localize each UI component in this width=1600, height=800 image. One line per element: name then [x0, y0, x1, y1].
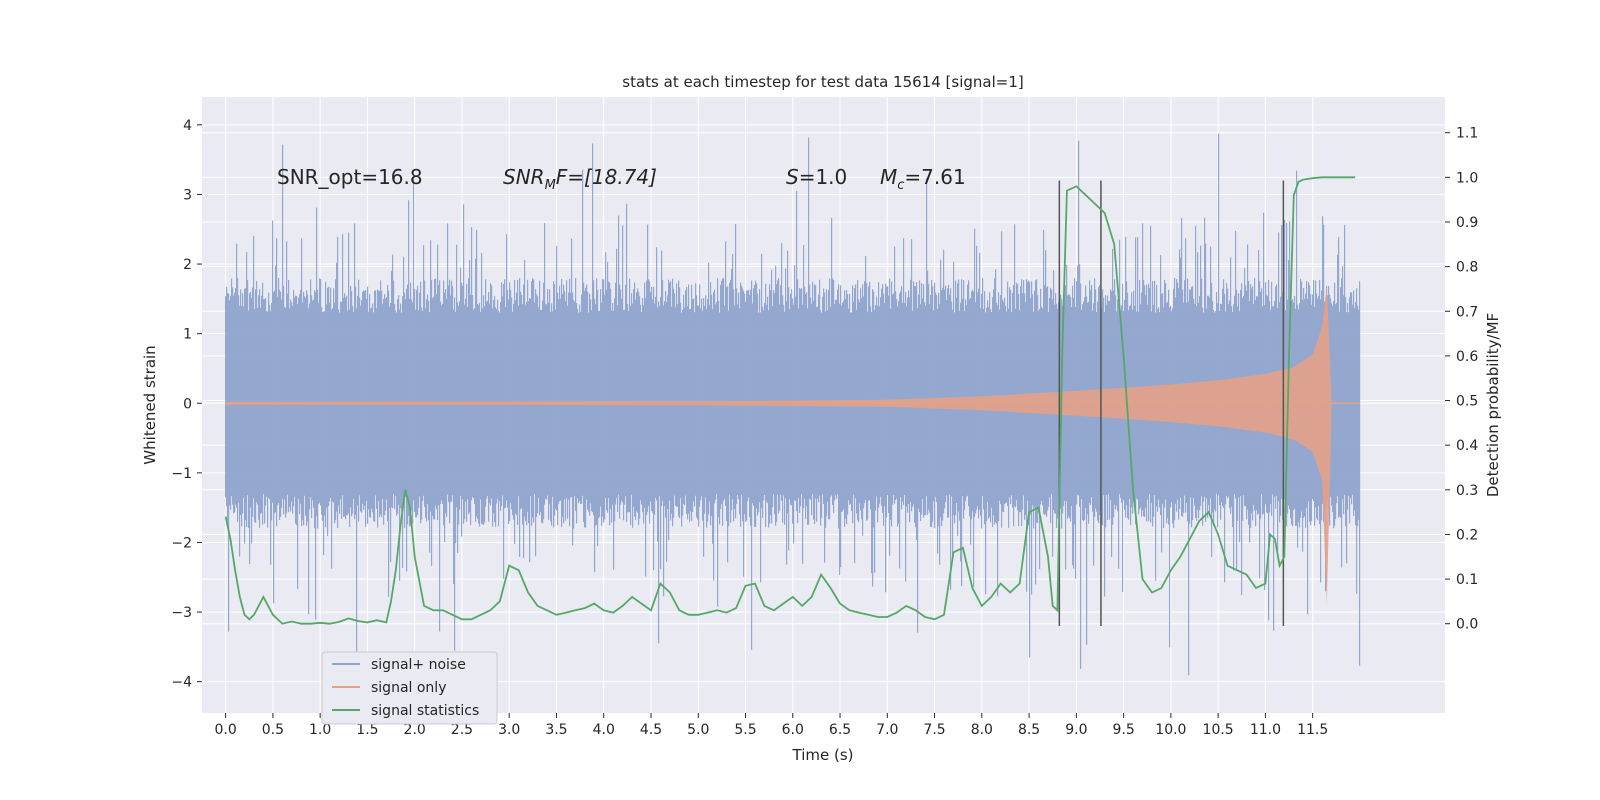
legend-label-signal: signal only	[371, 680, 446, 696]
y2-tick-label-10: 1.0	[1456, 170, 1478, 186]
y-tick-label-7: 3	[183, 187, 192, 203]
x-tick-label-12: 6.0	[782, 722, 804, 738]
legend-box	[321, 651, 498, 725]
annotation-mc-main: M	[880, 165, 897, 189]
annotation-mc-sub: c	[897, 178, 904, 193]
y2-tick-label-1: 0.1	[1456, 572, 1478, 588]
y-tick-label-4: 0	[183, 396, 192, 412]
x-tick-label-10: 5.0	[687, 722, 709, 738]
x-tick-label-13: 6.5	[829, 722, 851, 738]
annotation-mc-tail: =7.61	[904, 165, 965, 189]
x-tick-label-22: 11.0	[1250, 722, 1281, 738]
y2-tick-label-11: 1.1	[1456, 126, 1478, 142]
x-tick-label-11: 5.5	[734, 722, 756, 738]
y-axis-ticks: −4 −3 −2 −1 0 1 2 3 4	[171, 118, 202, 691]
y-tick-label-3: −1	[171, 466, 192, 482]
chart-title: stats at each timestep for test data 156…	[622, 73, 1023, 91]
y-tick-label-2: −2	[171, 535, 192, 551]
annotation-mc: Mc=7.61	[880, 165, 966, 193]
y-tick-label-8: 4	[183, 118, 192, 134]
y2-tick-label-5: 0.5	[1456, 394, 1478, 410]
x-tick-label-6: 3.0	[498, 722, 520, 738]
y2-tick-label-3: 0.3	[1456, 483, 1478, 499]
annotation-s-main: S	[786, 165, 799, 189]
annotation-s-tail: =1.0	[799, 165, 848, 189]
y-tick-label-1: −3	[171, 605, 192, 621]
x-tick-label-16: 8.0	[971, 722, 993, 738]
annotation-snr-opt: SNR_opt=16.8	[277, 165, 423, 189]
y2-tick-label-8: 0.8	[1456, 260, 1478, 276]
x-tick-label-19: 9.5	[1112, 722, 1134, 738]
legend: signal+ noise signal only signal statist…	[321, 651, 498, 725]
x-tick-label-21: 10.5	[1203, 722, 1234, 738]
x-tick-label-18: 9.0	[1065, 722, 1087, 738]
signal-series	[225, 284, 1360, 605]
stats-line	[224, 176, 1356, 625]
y2-tick-label-7: 0.7	[1456, 304, 1478, 320]
x-tick-label-14: 7.0	[876, 722, 898, 738]
y2-tick-label-6: 0.6	[1456, 349, 1478, 365]
x-tick-label-9: 4.5	[640, 722, 662, 738]
annotation-snr-mf-sub: M	[545, 178, 556, 193]
y2-tick-label-4: 0.4	[1456, 438, 1478, 454]
stats-series	[224, 176, 1356, 625]
x-tick-label-4: 2.0	[404, 722, 426, 738]
legend-label-stats: signal statistics	[371, 703, 479, 719]
legend-label-noise: signal+ noise	[371, 657, 466, 673]
x-tick-label-23: 11.5	[1297, 722, 1328, 738]
x-tick-label-3: 1.5	[356, 722, 378, 738]
x-tick-label-1: 0.5	[262, 722, 284, 738]
annotation-snr-mf: SNRMF=[18.74]	[503, 165, 657, 193]
y2-axis-label: Detection probability/MF	[1484, 313, 1502, 497]
x-tick-label-15: 7.5	[923, 722, 945, 738]
y2-tick-label-0: 0.0	[1456, 617, 1478, 633]
x-axis-label: Time (s)	[792, 746, 854, 764]
annotation-snr-mf-main: SNR	[503, 165, 545, 189]
annotation-s: S=1.0	[786, 165, 847, 189]
x-tick-label-2: 1.0	[309, 722, 331, 738]
y-tick-label-6: 2	[183, 257, 192, 273]
x-tick-label-20: 10.0	[1155, 722, 1186, 738]
annotation-snr-mf-f: F=[18.74]	[556, 165, 657, 189]
x-axis-ticks: 0.0 0.5 1.0 1.5 2.0 2.5 3.0 3.5 4.0 4.5 5.0 5.5 6.0 6…	[214, 713, 1328, 738]
x-tick-label-7: 3.5	[545, 722, 567, 738]
y2-axis-ticks: 0.0 0.1 0.2 0.3 0.4 0.5 0.6 0.7 0.8 0.9 1.0 1.1	[1445, 126, 1478, 633]
x-tick-label-17: 8.5	[1018, 722, 1040, 738]
x-tick-label-5: 2.5	[451, 722, 473, 738]
y2-tick-label-9: 0.9	[1456, 215, 1478, 231]
y-tick-label-5: 1	[183, 327, 192, 343]
y-tick-label-0: −4	[171, 675, 192, 691]
x-tick-label-0: 0.0	[214, 722, 236, 738]
annotations: SNR_opt=16.8 SNRMF=[18.74] S=1.0 Mc=7.61	[277, 165, 966, 193]
y2-tick-label-2: 0.2	[1456, 527, 1478, 543]
y-axis-label: Whitened strain	[141, 345, 159, 464]
x-tick-label-8: 4.0	[593, 722, 615, 738]
